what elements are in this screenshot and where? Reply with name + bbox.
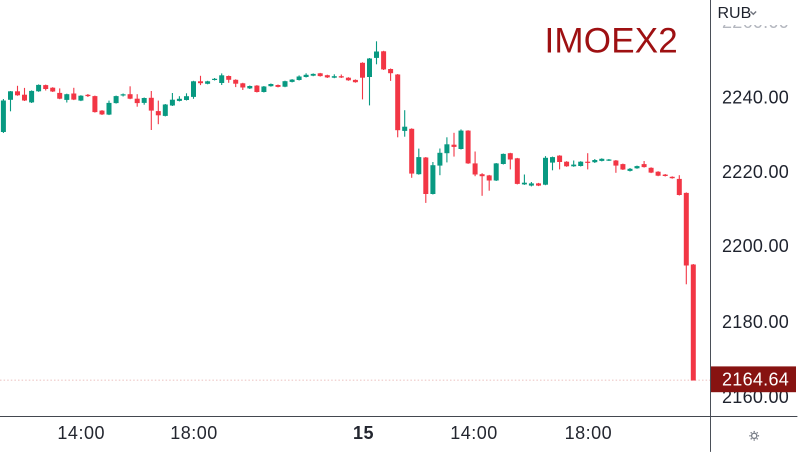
svg-text:2220.00: 2220.00 [722,162,789,182]
svg-text:18:00: 18:00 [170,423,218,443]
svg-text:18:00: 18:00 [565,423,613,443]
svg-text:2240.00: 2240.00 [722,88,789,108]
svg-text:2164.64: 2164.64 [722,369,789,389]
svg-text:2200.00: 2200.00 [722,236,789,256]
svg-text:2180.00: 2180.00 [722,312,789,332]
svg-text:14:00: 14:00 [450,423,498,443]
svg-text:15: 15 [353,423,374,443]
svg-text:RUB: RUB [718,5,752,22]
svg-text:IMOEX2: IMOEX2 [545,21,678,60]
svg-text:14:00: 14:00 [57,423,105,443]
